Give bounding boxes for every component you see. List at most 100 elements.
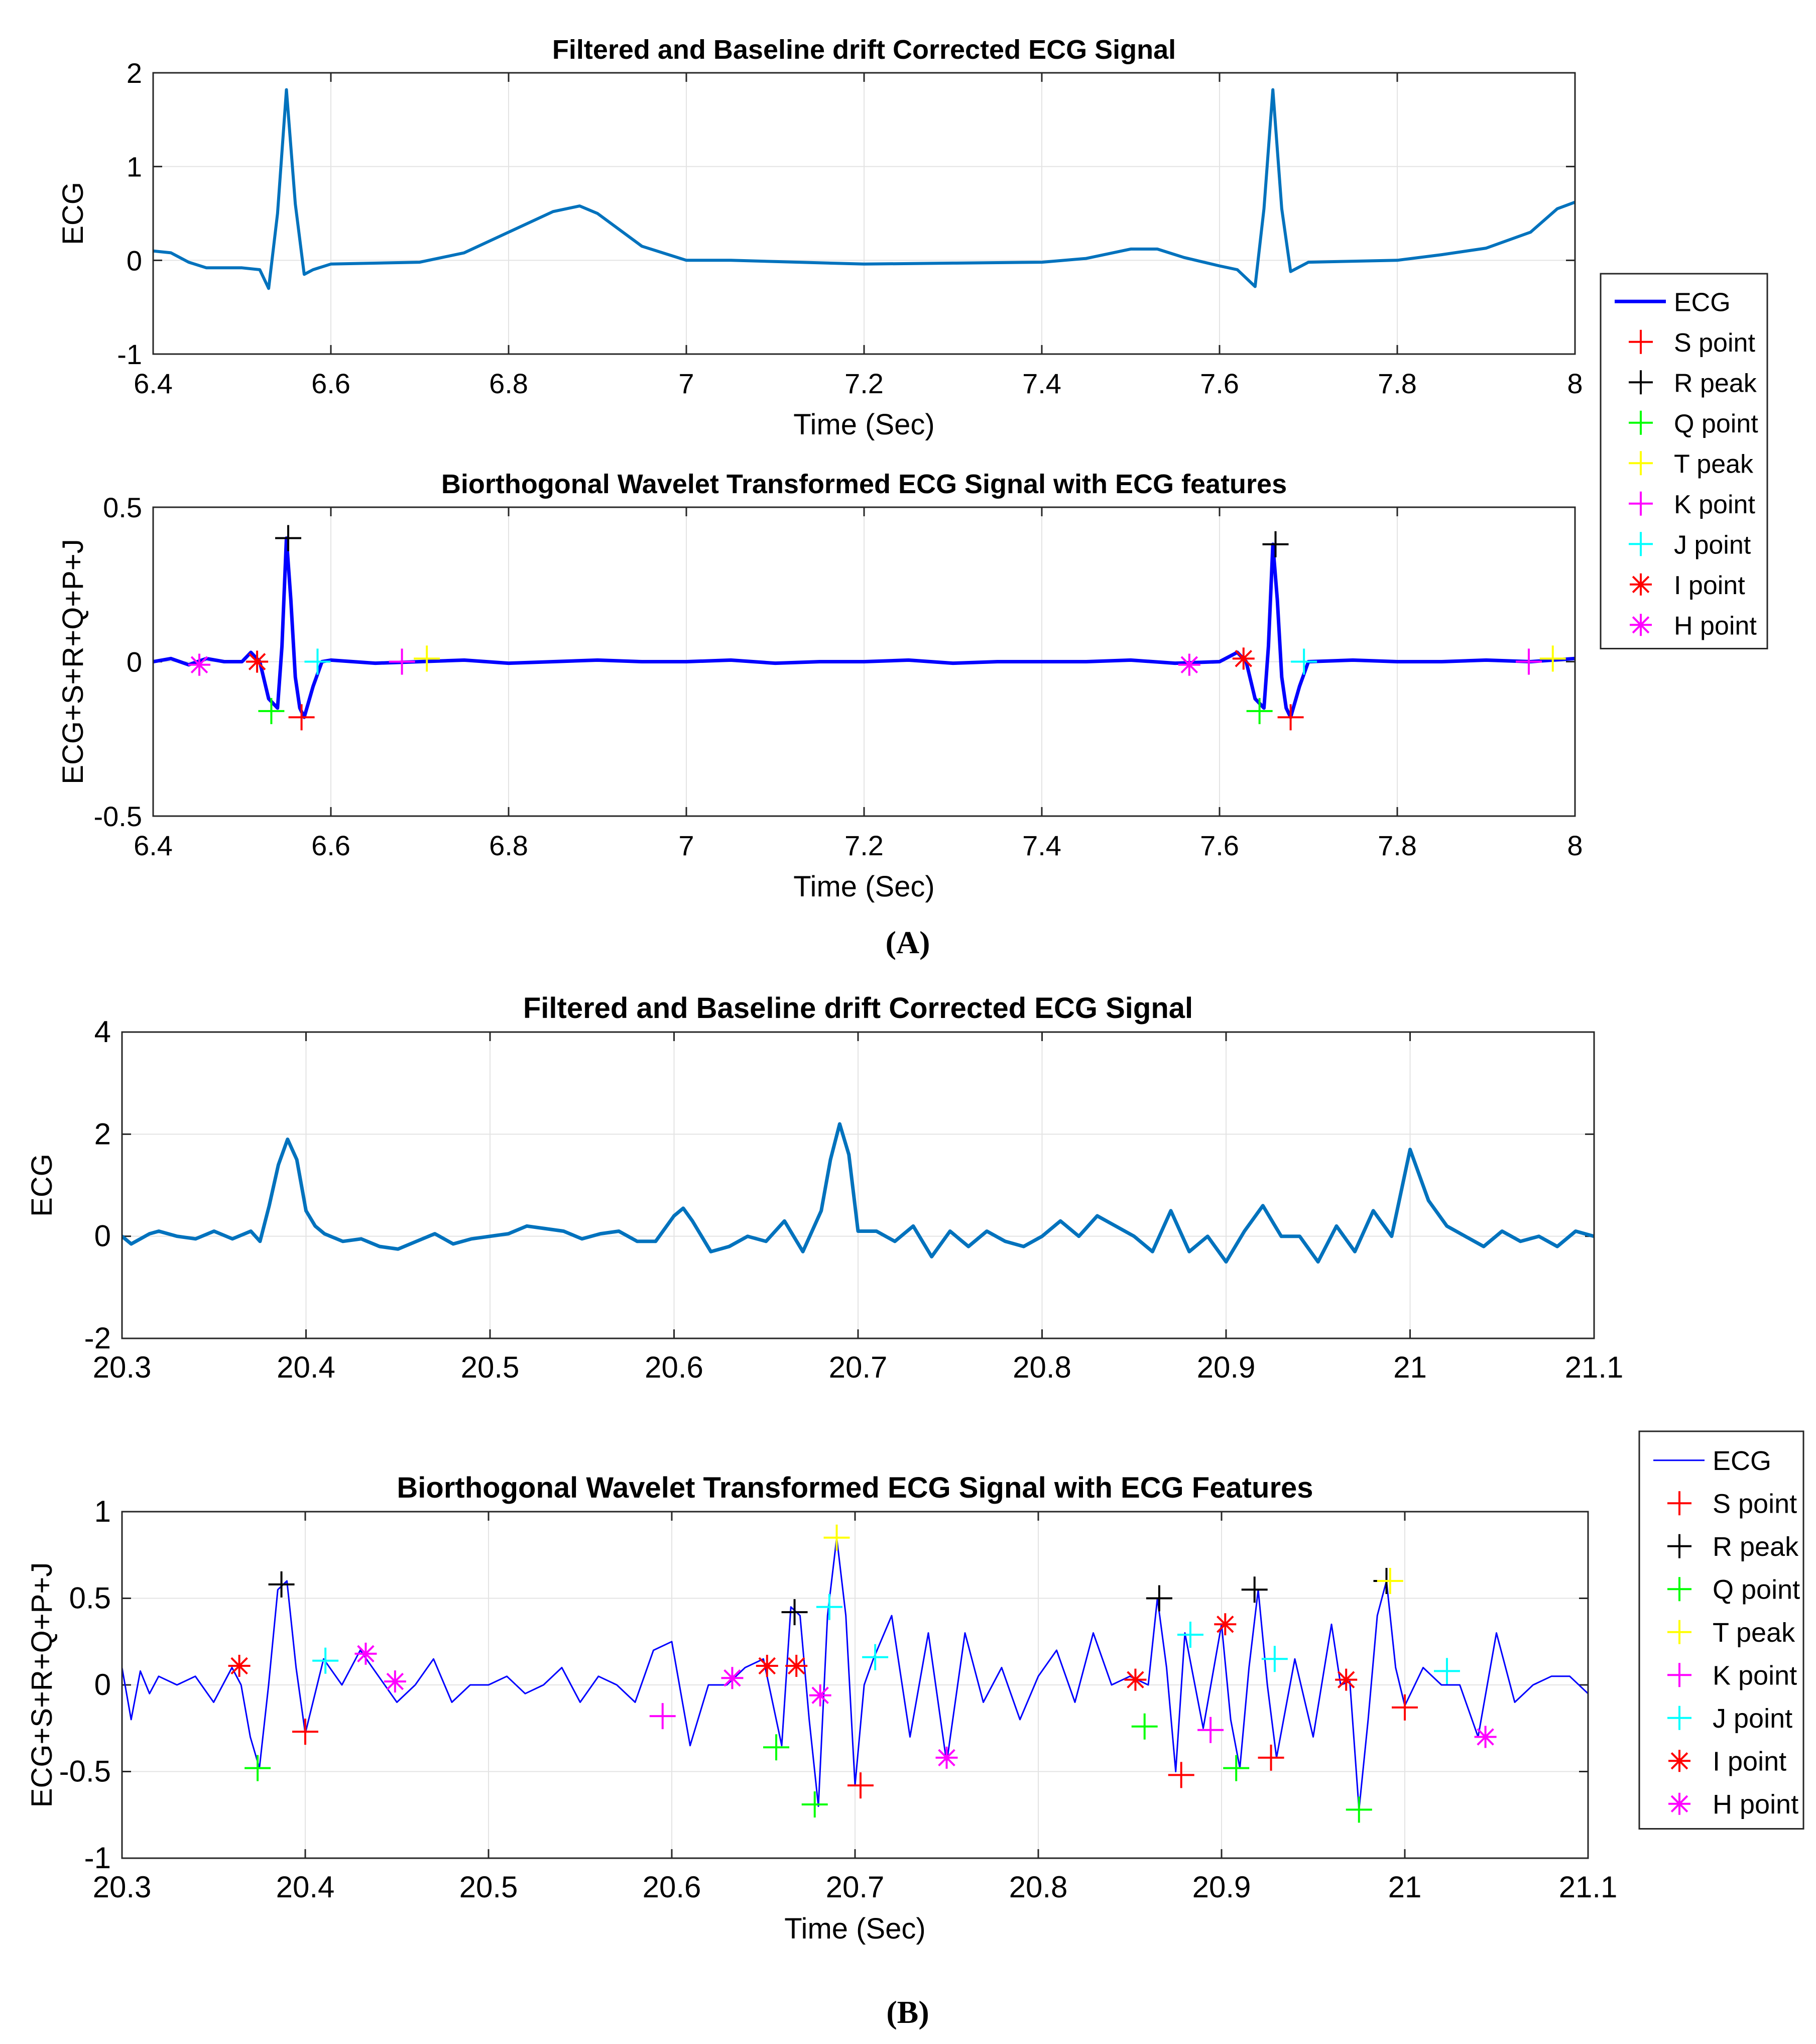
x-tick-label: 20.8	[1009, 1870, 1068, 1904]
legend-entry-i-point: I point	[1668, 1746, 1786, 1776]
legend-swatch	[1629, 410, 1653, 435]
x-tick-label: 21.1	[1565, 1350, 1624, 1384]
legend-swatch	[1668, 1792, 1690, 1815]
x-tick-label: 20.9	[1197, 1350, 1256, 1384]
caption-b: (B)	[886, 1994, 929, 2030]
legend-box	[1600, 273, 1768, 649]
x-tick-label: 6.8	[489, 830, 528, 861]
x-tick-label: 6.6	[311, 368, 350, 399]
marker-t-peak	[1377, 1568, 1403, 1594]
marker-j-point	[1433, 1658, 1460, 1684]
y-tick-label: 0	[127, 646, 142, 678]
marker-t-peak	[1539, 645, 1566, 672]
marker-i-point	[1335, 1668, 1358, 1691]
chart-title: Filtered and Baseline drift Corrected EC…	[552, 35, 1176, 65]
marker-r-peak	[275, 525, 302, 551]
x-tick-label: 20.3	[93, 1350, 152, 1384]
x-tick-label: 8	[1567, 368, 1583, 399]
marker-s-point	[847, 1772, 874, 1799]
caption-a: (A)	[885, 925, 930, 960]
x-tick-label: 21.1	[1559, 1870, 1618, 1904]
chart-title: Biorthogonal Wavelet Transformed ECG Sig…	[397, 1471, 1313, 1504]
x-tick-label: 7.8	[1378, 830, 1417, 861]
marker-k-point	[1515, 648, 1542, 675]
marker-r-peak	[1146, 1585, 1172, 1612]
legend-entry-j-point: J point	[1629, 530, 1751, 559]
x-tick-label: 6.4	[134, 368, 173, 399]
x-tick-label: 20.4	[277, 1350, 335, 1384]
legend-entry-ecg: ECG	[1615, 288, 1731, 317]
y-tick-label: -2	[84, 1321, 111, 1355]
legend-swatch	[1629, 491, 1653, 516]
marker-h-point	[1474, 1726, 1497, 1748]
x-tick-label: 7.2	[844, 830, 884, 861]
legend-swatch	[1667, 1491, 1691, 1516]
legend-entry-q-point: Q point	[1667, 1574, 1800, 1605]
y-tick-label: 1	[127, 151, 142, 183]
marker-q-point	[1346, 1796, 1372, 1823]
marker-h-point	[935, 1746, 958, 1769]
legend-entry-r-peak: R peak	[1667, 1532, 1799, 1562]
series-line-ecg	[122, 1122, 1594, 1264]
marker-s-point	[292, 1719, 318, 1745]
x-tick-label: 20.5	[459, 1870, 518, 1904]
y-tick-label: 2	[94, 1117, 111, 1151]
y-tick-label: 2	[127, 57, 142, 89]
marker-j-point	[312, 1647, 339, 1674]
y-tick-label: 0.5	[69, 1581, 111, 1615]
y-axis-label: ECG+S+R+Q+P+J	[57, 539, 89, 784]
marker-q-point	[1246, 698, 1273, 724]
marker-h-point	[384, 1670, 406, 1693]
x-tick-label: 21	[1388, 1870, 1422, 1904]
legend-label: S point	[1674, 328, 1755, 358]
y-axis-label: ECG	[57, 182, 89, 245]
marker-i-point	[1232, 647, 1255, 670]
marker-j-point	[304, 648, 331, 675]
marker-h-point	[188, 653, 211, 676]
marker-s-point	[1277, 704, 1304, 731]
chart-1: 6.4 6.6 6.8 7 7.2 7.4 7.6 7.8 8 -1 0 1 2 Filtered and…	[57, 35, 1583, 441]
x-tick-label: 7.6	[1200, 368, 1239, 399]
marker-r-peak	[1241, 1576, 1268, 1603]
marker-r-peak	[268, 1571, 295, 1598]
y-tick-label: 0	[94, 1219, 111, 1253]
legend-swatch	[1629, 532, 1653, 556]
plot-frame	[121, 1511, 1589, 1859]
x-axis-label: Time (Sec)	[793, 870, 934, 903]
legend-entry-k-point: K point	[1629, 490, 1755, 519]
x-tick-label: 20.8	[1013, 1350, 1071, 1384]
series-layer	[153, 88, 1575, 290]
marker-q-point	[1131, 1713, 1158, 1740]
marker-q-point	[763, 1734, 790, 1761]
marker-q-point	[1223, 1755, 1250, 1781]
marker-t-peak	[414, 645, 440, 672]
legend-label: R peak	[1674, 369, 1757, 398]
marker-h-point	[1178, 653, 1200, 676]
legend-swatch	[1629, 370, 1653, 395]
y-tick-label: -1	[117, 338, 142, 370]
legend-entry-s-point: S point	[1629, 328, 1755, 358]
legend-label: I point	[1674, 571, 1745, 600]
legend-entry-t-peak: T peak	[1667, 1618, 1795, 1648]
marker-s-point	[288, 704, 315, 731]
legend-label: ECG	[1713, 1446, 1771, 1476]
marker-i-point	[756, 1655, 778, 1677]
legend-label: H point	[1674, 611, 1757, 640]
legend-swatch	[1668, 1750, 1690, 1772]
x-tick-label: 7.4	[1022, 368, 1061, 399]
legend-swatch	[1667, 1534, 1691, 1558]
legend-entry-h-point: H point	[1630, 611, 1757, 640]
marker-j-point	[1291, 648, 1317, 675]
legend-label: I point	[1713, 1746, 1786, 1776]
x-tick-label: 6.6	[311, 830, 350, 861]
plot-frame	[121, 1031, 1595, 1339]
marker-s-point	[1168, 1762, 1194, 1788]
legend-swatch	[1667, 1620, 1691, 1644]
legend-label: K point	[1674, 490, 1755, 519]
series-line-ecg	[153, 536, 1575, 719]
x-tick-label: 20.7	[829, 1350, 888, 1384]
x-tick-label: 8	[1567, 830, 1583, 861]
y-tick-label: 4	[94, 1015, 111, 1049]
marker-s-point	[1392, 1694, 1418, 1721]
marker-s-point	[1258, 1744, 1284, 1771]
